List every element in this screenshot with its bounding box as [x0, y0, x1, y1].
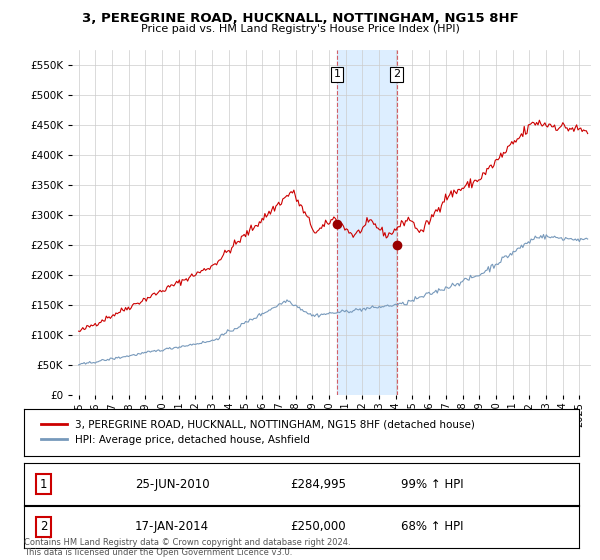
Text: 68% ↑ HPI: 68% ↑ HPI: [401, 520, 464, 533]
Text: 2: 2: [40, 520, 47, 533]
Legend: 3, PEREGRINE ROAD, HUCKNALL, NOTTINGHAM, NG15 8HF (detached house), HPI: Average: 3, PEREGRINE ROAD, HUCKNALL, NOTTINGHAM,…: [35, 413, 482, 452]
Text: £250,000: £250,000: [290, 520, 346, 533]
Text: 3, PEREGRINE ROAD, HUCKNALL, NOTTINGHAM, NG15 8HF: 3, PEREGRINE ROAD, HUCKNALL, NOTTINGHAM,…: [82, 12, 518, 25]
Text: Contains HM Land Registry data © Crown copyright and database right 2024.
This d: Contains HM Land Registry data © Crown c…: [24, 538, 350, 557]
Text: 1: 1: [334, 69, 341, 80]
Text: 99% ↑ HPI: 99% ↑ HPI: [401, 478, 464, 491]
Bar: [337, 50, 397, 395]
Text: 1: 1: [40, 478, 47, 491]
Text: 2: 2: [393, 69, 400, 80]
Text: 25-JUN-2010: 25-JUN-2010: [135, 478, 209, 491]
Text: 17-JAN-2014: 17-JAN-2014: [135, 520, 209, 533]
Text: £284,995: £284,995: [290, 478, 346, 491]
Text: Price paid vs. HM Land Registry's House Price Index (HPI): Price paid vs. HM Land Registry's House …: [140, 24, 460, 34]
